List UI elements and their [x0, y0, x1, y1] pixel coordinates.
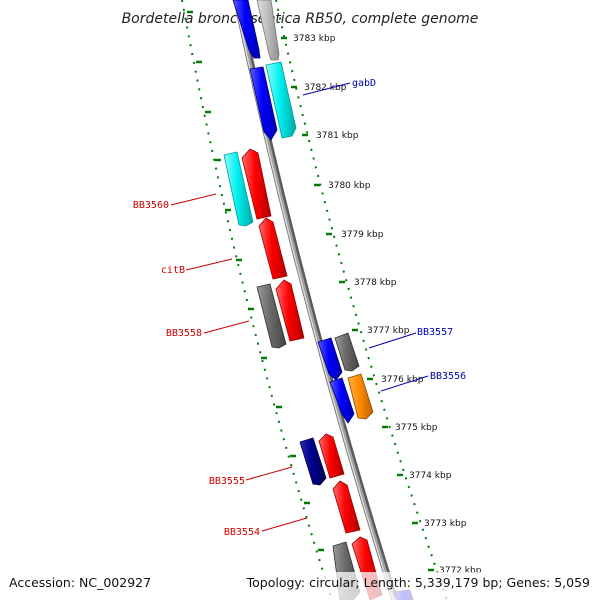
tick-label: 3783 kbp [293, 34, 336, 44]
gene-arrow[interactable] [223, 151, 254, 227]
tick-label: 3778 kbp [354, 278, 397, 288]
gene-label-bb3558[interactable]: BB3558 [166, 328, 202, 339]
gene-label-bb3556[interactable]: BB3556 [430, 371, 466, 382]
gene-arrow[interactable] [275, 279, 305, 342]
label-leaders [170, 82, 429, 532]
inner-major-ticks [281, 36, 434, 572]
tick-label: 3780 kbp [328, 181, 371, 191]
tick-label: 3775 kbp [395, 423, 438, 433]
gene-arrow[interactable] [332, 480, 361, 534]
gene-arrow[interactable] [317, 337, 343, 381]
gene-arrow[interactable] [334, 332, 360, 372]
inner-tick-track [275, 0, 448, 600]
tick-label: 3782 kbp [304, 83, 347, 93]
tick-label: 3777 kbp [367, 326, 410, 336]
gene-arrow[interactable] [265, 61, 297, 139]
gene-arrow[interactable] [249, 66, 278, 141]
gene-arrow[interactable] [232, 0, 261, 59]
gene-arrow[interactable] [347, 373, 374, 420]
gene-label-gabD[interactable]: gabD [352, 78, 376, 89]
gene-labels: gabD BB3560 citB BB3558 BB3557 BB3556 BB… [133, 78, 466, 538]
gene-label-bb3555[interactable]: BB3555 [209, 476, 245, 487]
tick-label: 3779 kbp [341, 230, 384, 240]
tick-label: 3773 kbp [424, 519, 467, 529]
gene-arrow[interactable] [329, 377, 355, 424]
tick-label: 3772 kbp [439, 566, 482, 576]
outer-major-ticks [187, 10, 324, 552]
gene-arrow[interactable] [241, 148, 272, 220]
gene-label-bb3554[interactable]: BB3554 [224, 527, 260, 538]
gene-label-citb[interactable]: citB [161, 265, 185, 276]
gene-arrow[interactable] [299, 437, 327, 486]
genome-summary: Topology: circular; Length: 5,339,179 bp… [246, 575, 590, 590]
tick-label: 3781 kbp [316, 131, 359, 141]
gene-label-bb3557[interactable]: BB3557 [417, 327, 453, 338]
gene-label-bb3560[interactable]: BB3560 [133, 200, 169, 211]
gene-arrow[interactable] [256, 0, 280, 61]
footer-backdrop [0, 572, 600, 600]
accession-text: Accession: NC_002927 [9, 575, 152, 590]
gene-arrow[interactable] [258, 217, 288, 280]
outer-tick-track [181, 0, 333, 600]
kbp-labels: 3783 kbp 3782 kbp 3781 kbp 3780 kbp 3779… [293, 34, 482, 576]
tick-label: 3776 kbp [381, 375, 424, 385]
map-title: Bordetella bronchiseptica RB50, complete… [122, 11, 479, 27]
gene-arrow[interactable] [256, 283, 287, 349]
tick-label: 3774 kbp [409, 471, 452, 481]
gene-arrow[interactable] [318, 433, 345, 479]
